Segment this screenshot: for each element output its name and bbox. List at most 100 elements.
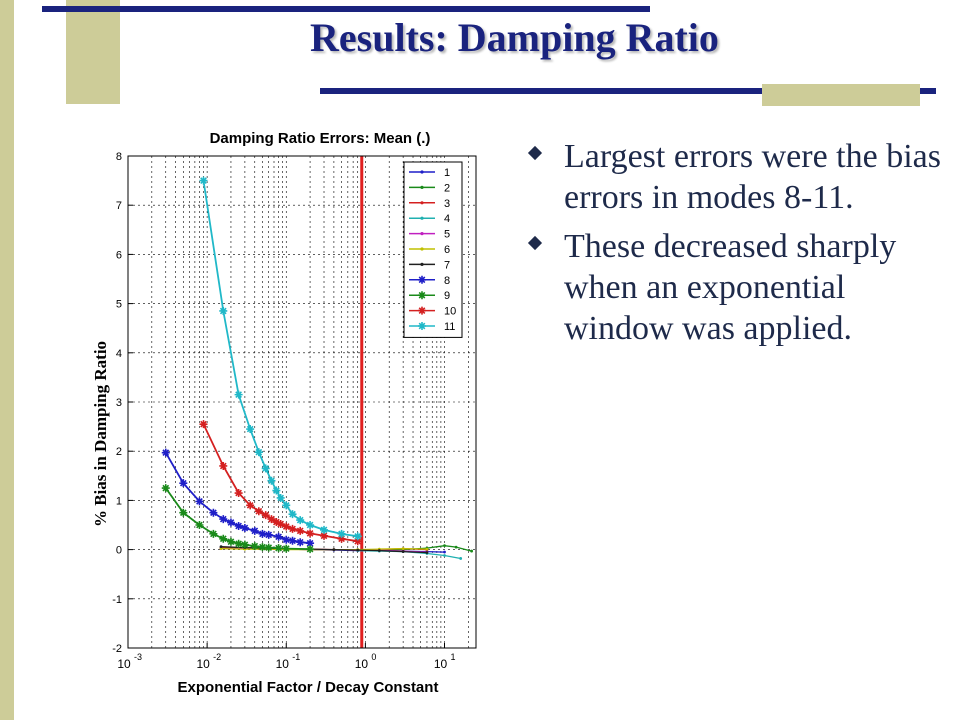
chart-title: Damping Ratio Errors: Mean (.)	[210, 130, 431, 147]
bullet-text: These decreased sharply when an exponent…	[564, 228, 897, 347]
data-point	[274, 532, 283, 541]
series-8	[161, 448, 315, 548]
legend-label: 1	[444, 167, 450, 179]
data-point	[246, 425, 255, 434]
data-point	[443, 554, 446, 557]
legend-entry: 11	[409, 321, 455, 333]
data-point	[195, 497, 204, 506]
x-tick-exponent: -2	[213, 652, 221, 662]
data-point	[353, 537, 362, 546]
data-point	[272, 486, 281, 495]
legend-swatch-marker	[420, 216, 424, 220]
y-tick-label: 7	[116, 200, 122, 212]
y-tick-label: 5	[116, 299, 122, 311]
data-point	[306, 539, 315, 548]
series-9	[161, 484, 315, 554]
y-tick-label: -1	[112, 594, 122, 606]
legend-swatch-marker	[420, 201, 424, 205]
legend-label: 2	[444, 182, 450, 194]
data-point	[282, 544, 291, 553]
data-point	[219, 545, 223, 549]
page-title: Results: Damping Ratio	[310, 15, 719, 60]
x-tick-exponent: 1	[451, 652, 456, 662]
navy-bar-top	[42, 6, 650, 12]
legend-entry: 4	[409, 213, 450, 225]
data-point	[234, 521, 243, 530]
x-tick-exponent: -1	[292, 652, 300, 662]
data-point	[226, 537, 235, 546]
navy-bar-bottom	[320, 88, 936, 94]
x-tick-label: 10	[196, 657, 210, 671]
data-point	[282, 501, 291, 510]
bullet-item: These decreased sharply when an exponent…	[522, 226, 942, 349]
legend-label: 10	[444, 306, 456, 318]
data-point	[226, 518, 235, 527]
data-point	[306, 529, 315, 538]
legend-entry: 9	[409, 290, 450, 302]
data-point	[272, 518, 281, 527]
data-point	[254, 448, 263, 457]
y-tick-label: 8	[116, 151, 122, 163]
y-tick-label: 6	[116, 249, 122, 261]
legend-label: 7	[444, 259, 450, 271]
data-point	[234, 390, 243, 399]
khaki-square-right	[762, 84, 920, 106]
x-tick-exponent: 0	[371, 652, 376, 662]
data-point	[288, 536, 297, 545]
data-point	[254, 507, 263, 516]
data-point	[425, 547, 429, 551]
diamond-bullet-icon	[527, 145, 543, 161]
data-point	[209, 529, 218, 538]
data-point	[250, 542, 259, 551]
x-tick-label: 10	[434, 657, 448, 671]
data-point	[219, 306, 228, 315]
data-point	[161, 484, 170, 493]
data-point	[353, 532, 362, 541]
data-point	[246, 501, 255, 510]
legend-label: 6	[444, 244, 450, 256]
legend-entry: 7	[409, 259, 450, 271]
x-tick-exponent: -3	[134, 652, 142, 662]
chart-x-axis-label: Exponential Factor / Decay Constant	[178, 679, 439, 696]
legend-label: 11	[444, 321, 455, 333]
data-point	[282, 522, 291, 531]
data-point	[296, 516, 305, 525]
damping-ratio-chart: Damping Ratio Errors: Mean (.) Exponenti…	[91, 130, 477, 696]
legend-swatch-marker	[418, 306, 426, 315]
data-point	[296, 526, 305, 535]
legend-entry: 1	[409, 167, 450, 179]
data-point	[240, 540, 249, 549]
legend-entry: 6	[409, 244, 450, 256]
data-point	[454, 545, 458, 549]
khaki-square-top-left	[66, 0, 120, 104]
legend-swatch-marker	[420, 232, 424, 236]
data-point	[306, 521, 315, 529]
legend-label: 9	[444, 290, 450, 302]
data-point	[258, 529, 267, 538]
legend-entry: 2	[409, 182, 450, 194]
data-point	[199, 176, 208, 185]
bullet-item: Largest errors were the bias errors in m…	[522, 136, 942, 218]
legend-entry: 8	[409, 275, 450, 287]
khaki-vertical-bar	[0, 0, 14, 720]
legend-swatch-marker	[420, 262, 424, 266]
data-point	[179, 479, 188, 488]
data-point	[219, 461, 228, 470]
data-point	[401, 550, 405, 553]
data-point	[337, 534, 346, 543]
data-point	[276, 493, 285, 502]
legend-label: 8	[444, 275, 450, 287]
legend-swatch-marker	[418, 291, 426, 300]
data-point	[459, 557, 463, 560]
legend-swatch-marker	[418, 322, 426, 330]
x-tick-label: 10	[117, 657, 131, 671]
x-tick-label: 10	[276, 657, 290, 671]
data-point	[320, 531, 329, 540]
data-point	[161, 448, 170, 457]
data-point	[470, 549, 474, 553]
data-point	[276, 520, 285, 529]
data-point	[288, 524, 297, 533]
bullet-text: Largest errors were the bias errors in m…	[564, 138, 941, 216]
data-point	[320, 525, 329, 534]
data-point	[219, 515, 228, 524]
